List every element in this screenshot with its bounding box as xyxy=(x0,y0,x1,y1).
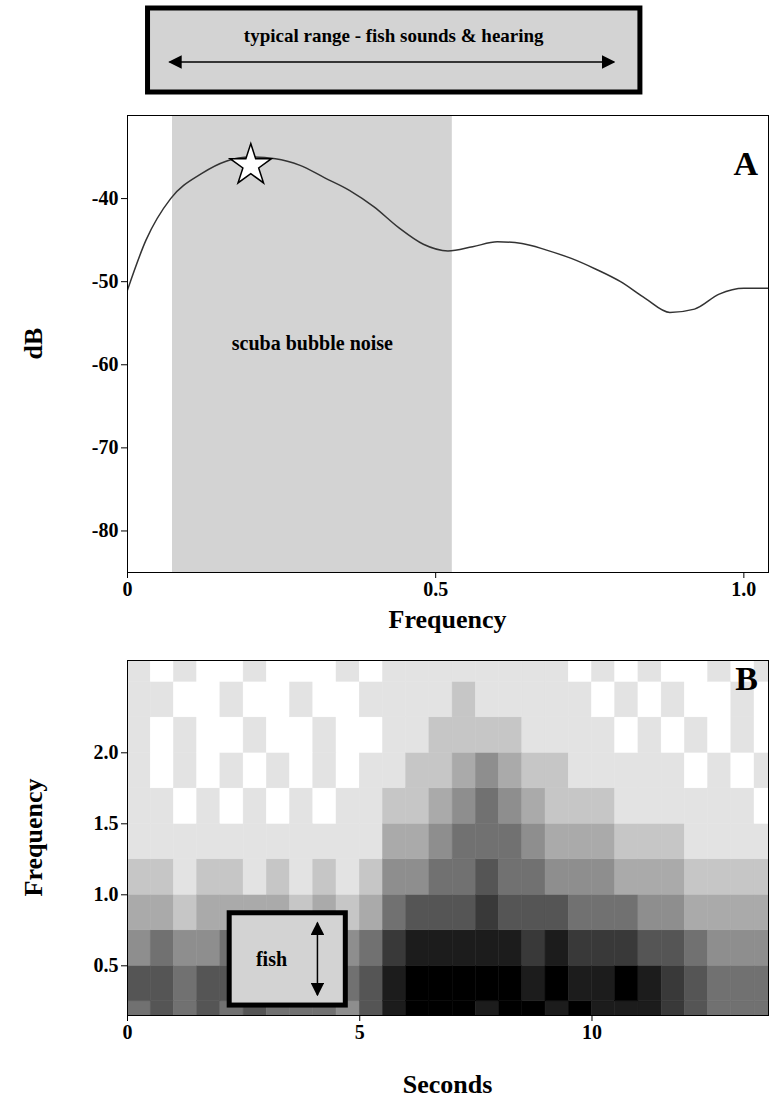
svg-text:A: A xyxy=(733,145,758,182)
svg-text:0: 0 xyxy=(123,1021,133,1043)
svg-text:fish: fish xyxy=(256,948,287,970)
svg-text:Frequency: Frequency xyxy=(389,605,507,634)
svg-text:-80: -80 xyxy=(92,519,119,541)
svg-text:0: 0 xyxy=(123,578,133,600)
svg-text:-50: -50 xyxy=(92,270,119,292)
svg-text:B: B xyxy=(735,660,758,697)
svg-text:scuba bubble noise: scuba bubble noise xyxy=(232,332,393,354)
svg-text:-40: -40 xyxy=(92,187,119,209)
svg-text:-60: -60 xyxy=(92,353,119,375)
svg-text:1.0: 1.0 xyxy=(731,578,756,600)
svg-text:10: 10 xyxy=(582,1021,602,1043)
svg-text:0.5: 0.5 xyxy=(423,578,448,600)
svg-text:dB: dB xyxy=(19,328,48,360)
svg-text:Frequency: Frequency xyxy=(19,779,48,897)
svg-text:typical range - fish sounds &: typical range - fish sounds & hearing xyxy=(244,25,544,46)
svg-text:Seconds: Seconds xyxy=(403,1070,493,1099)
svg-text:1.0: 1.0 xyxy=(94,883,119,905)
svg-text:5: 5 xyxy=(355,1021,365,1043)
svg-text:0.5: 0.5 xyxy=(94,954,119,976)
svg-text:-70: -70 xyxy=(92,436,119,458)
svg-text:1.5: 1.5 xyxy=(94,812,119,834)
svg-text:2.0: 2.0 xyxy=(94,741,119,763)
